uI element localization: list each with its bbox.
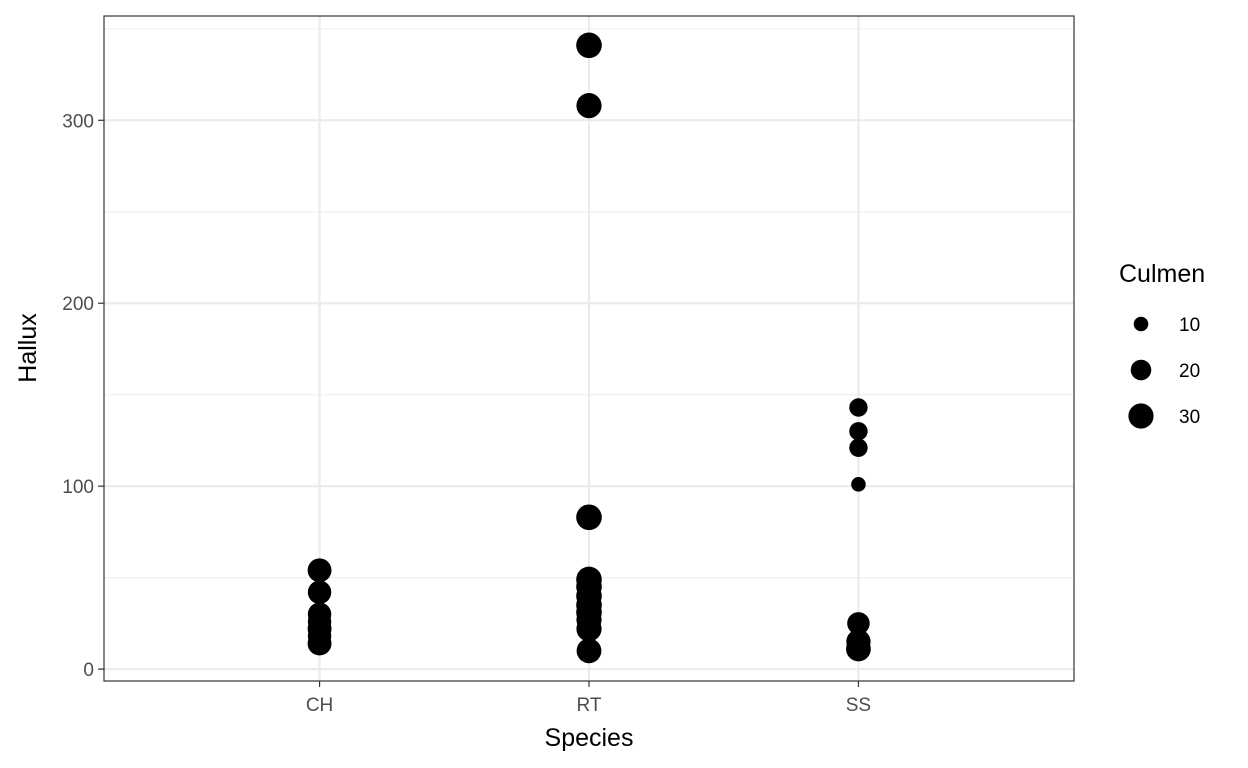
x-axis-title: Species [545, 724, 634, 752]
legend-label: 10 [1179, 315, 1200, 336]
data-points [307, 32, 871, 664]
size-legend: Culmen 10 20 30 [1119, 260, 1205, 429]
legend-key [1128, 403, 1154, 429]
data-point [576, 638, 602, 664]
data-point [851, 477, 866, 492]
data-point [307, 631, 332, 656]
x-axis-ticks: CH RT SS [306, 681, 871, 716]
y-tick-label: 200 [62, 294, 94, 315]
x-tick-label: CH [306, 695, 333, 716]
legend-title: Culmen [1119, 260, 1205, 288]
data-point [307, 580, 332, 605]
legend-key [1133, 316, 1149, 332]
legend-key [1130, 359, 1152, 381]
y-tick-label: 300 [62, 111, 94, 132]
x-tick-label: SS [846, 695, 871, 716]
data-point [307, 558, 332, 583]
data-point [849, 438, 868, 457]
data-point [576, 32, 602, 59]
data-point [576, 616, 602, 642]
data-point [576, 93, 602, 119]
data-point [576, 504, 602, 531]
data-point [849, 422, 868, 441]
x-tick-label: RT [577, 695, 602, 716]
data-point [846, 636, 871, 662]
data-point [849, 398, 868, 417]
legend-label: 20 [1179, 361, 1200, 382]
y-tick-label: 0 [83, 660, 94, 681]
data-point [847, 612, 870, 635]
legend-label: 30 [1179, 407, 1200, 428]
y-tick-label: 100 [62, 477, 94, 498]
y-axis-title: Hallux [14, 313, 42, 383]
y-axis-ticks: 0 100 200 300 [62, 111, 104, 681]
